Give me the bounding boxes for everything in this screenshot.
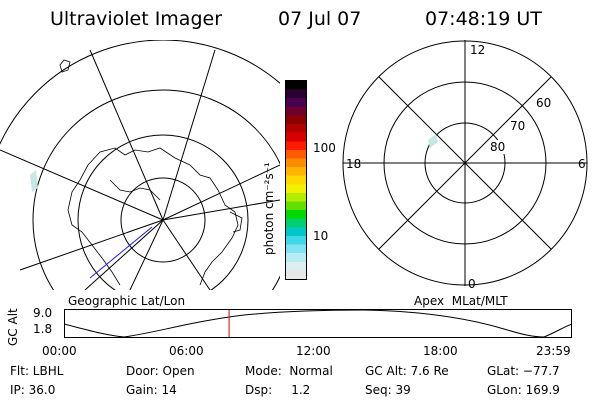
gain-info: Gain: 14: [126, 383, 177, 397]
altitude-xtick: 12:00: [296, 344, 331, 358]
meridian: [162, 199, 280, 221]
ip-info: IP: 36.0: [10, 383, 56, 397]
colorbar-tick-100: 100: [313, 141, 336, 155]
altitude-plot: [64, 309, 572, 338]
seq-info: Seq: 39: [365, 383, 411, 397]
colorbar: [285, 80, 307, 280]
altitude-ytick-bottom: 1.8: [33, 322, 53, 336]
lat-circle-2: [77, 134, 249, 290]
altitude-ylabel: GC Alt: [6, 308, 20, 346]
gc-alt-info: GC Alt: 7.6 Re: [365, 364, 449, 378]
lat-circle-4: [0, 40, 280, 145]
mlt-label-0: 0: [468, 277, 476, 291]
island-outline: [59, 59, 71, 73]
mlat-label-80: 80: [490, 140, 506, 154]
altitude-xtick: 06:00: [169, 344, 204, 358]
meridian: [162, 219, 211, 290]
mlat-label-70: 70: [510, 119, 526, 133]
geographic-map: [0, 40, 280, 290]
coastline: [67, 147, 243, 286]
lat-circle-1: [120, 177, 206, 263]
meridian: [84, 219, 164, 290]
apex-polar-plot: [342, 40, 588, 286]
altitude-curve: [64, 309, 572, 338]
glat-info: GLat: −77.7: [487, 364, 560, 378]
filter-info: Flt: LBHL: [10, 364, 64, 378]
colorbar-unit-label: photon cm⁻²s⁻¹: [262, 162, 276, 255]
app-title: Ultraviolet Imager: [50, 8, 223, 30]
altitude-plot-frame: [64, 309, 572, 338]
mode-info: Mode: Normal: [245, 364, 333, 378]
mlt-diagonal: [378, 76, 552, 250]
aurora-patch: [428, 134, 438, 148]
mlt-label-12: 12: [470, 43, 486, 57]
date-label: 07 Jul 07: [278, 8, 362, 30]
mlt-label-6: 6: [578, 157, 586, 171]
meridian: [89, 49, 164, 221]
mlt-label-18: 18: [346, 157, 362, 171]
time-label: 07:48:19 UT: [425, 8, 542, 30]
orbit-track: [89, 226, 153, 279]
altitude-xtick: 18:00: [423, 344, 458, 358]
meridian: [129, 219, 164, 290]
aurora-patch: [30, 170, 38, 192]
glon-info: GLon: 169.9: [487, 383, 560, 397]
dsp-info: Dsp: 1.2: [245, 383, 311, 397]
lat-circle-3: [32, 89, 280, 290]
door-info: Door: Open: [126, 364, 195, 378]
meridian: [0, 149, 164, 221]
colorbar-tick-10: 10: [313, 229, 329, 243]
apex-caption: Apex MLat/MLT: [414, 294, 508, 308]
mlat-label-60: 60: [536, 96, 552, 110]
geographic-caption: Geographic Lat/Lon: [68, 294, 186, 308]
meridian: [162, 49, 216, 221]
altitude-ytick-top: 9.0: [33, 306, 53, 320]
altitude-xtick: 23:59: [536, 344, 571, 358]
altitude-xtick: 00:00: [42, 344, 77, 358]
meridian: [162, 164, 280, 221]
